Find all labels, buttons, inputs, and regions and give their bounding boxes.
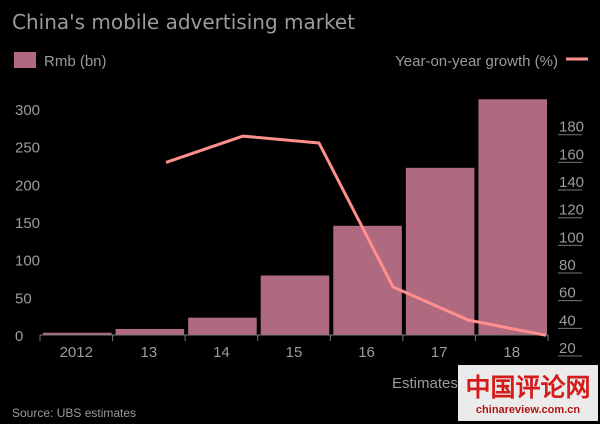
legend-label-line: Year-on-year growth (%) xyxy=(395,53,558,70)
right-y-tick-label: 160 xyxy=(559,146,584,163)
legend-swatch-bar xyxy=(14,52,36,68)
bar-18 xyxy=(478,99,547,335)
right-y-axis: 20 40 60 80 100 120 140 160 180 xyxy=(558,119,584,357)
watermark-logo: 中国评论网 chinareview.com.cn xyxy=(458,365,598,421)
right-y-tick-label: 120 xyxy=(559,202,584,219)
x-tick-label: 14 xyxy=(213,344,230,361)
right-y-tick-label: 80 xyxy=(559,257,576,274)
left-y-tick-label: 100 xyxy=(15,253,40,270)
right-y-tick-label: 100 xyxy=(559,229,584,246)
right-y-tick-label: 20 xyxy=(559,340,576,357)
right-y-tick-label: 40 xyxy=(559,312,576,329)
watermark-text: 中国评论网 xyxy=(465,373,590,402)
x-tick-label: 13 xyxy=(141,344,158,361)
bar-15 xyxy=(260,275,330,335)
left-y-tick-label: 0 xyxy=(15,328,23,345)
growth-line xyxy=(165,134,547,337)
x-axis-labels: 2012 13 14 15 16 17 18 xyxy=(60,344,520,361)
x-tick-label: 16 xyxy=(358,344,375,361)
source-note: Source: UBS estimates xyxy=(12,406,136,420)
bar-series xyxy=(43,99,547,335)
chart-title: China's mobile advertising market xyxy=(12,10,355,34)
left-y-tick-label: 150 xyxy=(15,215,40,232)
line-series xyxy=(165,134,547,337)
left-y-tick-label: 250 xyxy=(15,140,40,157)
bar-16 xyxy=(333,225,402,335)
bar-2012 xyxy=(43,332,112,335)
bar-17 xyxy=(405,167,475,335)
left-y-axis: 0 50 100 150 200 250 300 xyxy=(15,102,40,345)
estimates-annotation: Estimates xyxy=(392,375,458,392)
bar-13 xyxy=(115,328,185,335)
right-y-tick-label: 60 xyxy=(559,285,576,302)
left-y-tick-label: 50 xyxy=(15,290,32,307)
left-y-tick-label: 200 xyxy=(15,177,40,194)
x-tick-label: 18 xyxy=(503,344,520,361)
bar-14 xyxy=(188,317,257,335)
legend-label-bar: Rmb (bn) xyxy=(44,53,107,70)
x-tick-label: 15 xyxy=(286,344,303,361)
left-y-tick-label: 300 xyxy=(15,102,40,119)
right-y-tick-label: 180 xyxy=(559,119,584,136)
right-y-tick-label: 140 xyxy=(559,174,584,191)
x-tick-label: 2012 xyxy=(60,344,93,361)
watermark-url: chinareview.com.cn xyxy=(476,404,580,416)
x-axis-ticks xyxy=(39,335,549,341)
x-tick-label: 17 xyxy=(431,344,448,361)
